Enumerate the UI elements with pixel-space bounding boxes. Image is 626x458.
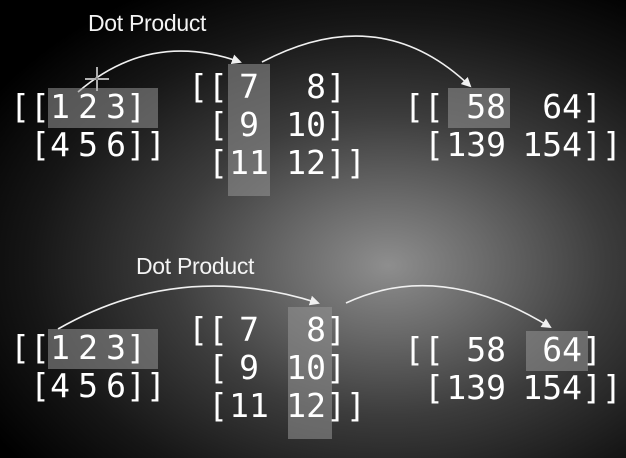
matrix-c-row-1: [[ 58 64 ] [404, 88, 622, 126]
bracket: [ [30, 125, 50, 164]
bracket: [[ [188, 310, 228, 349]
matrix-c-cell: 58 [466, 330, 506, 369]
bracket: [ [208, 348, 228, 387]
bracket: ] [326, 348, 346, 387]
bracket: [ [208, 386, 228, 425]
bracket: ]] [126, 366, 166, 405]
matrix-b-cell: 12 [286, 143, 326, 182]
matrix-b-row-2: [ 9 10 ] [188, 106, 366, 144]
matrix-a-cell: 1 [50, 87, 70, 126]
matrix-a-cell: 1 [50, 328, 70, 367]
matrix-c-row-1: [[ 58 64 ] [404, 331, 622, 369]
matrix-c-cell: 58 [466, 87, 506, 126]
bracket: [ [208, 105, 228, 144]
matrix-b-cell: 7 [239, 67, 259, 106]
matrix-a-cell: 6 [106, 366, 126, 405]
matrix-b-row-3: [ 11 12 ]] [188, 387, 366, 425]
matrix-c-cell: 154 [522, 125, 582, 164]
arrow-b-to-c [345, 284, 552, 329]
matrix-b-cell: 8 [306, 67, 326, 106]
dot-product-title: Dot Product [88, 10, 207, 36]
bracket: ] [126, 328, 146, 367]
matrix-c-row-2: [ 139 154 ]] [404, 126, 622, 164]
bracket: [[ [404, 87, 444, 126]
matrix-b-cell: 7 [239, 310, 259, 349]
matrix-b-cell: 8 [306, 310, 326, 349]
matrix-a-cell: 2 [78, 328, 98, 367]
bracket: ] [582, 87, 602, 126]
matrix-a-row-2: [ 4 5 6 ]] [10, 367, 166, 405]
bracket: ]] [582, 125, 622, 164]
matrix-a-row-1: [[ 1 2 3 ] [10, 88, 166, 126]
dot-product-title: Dot Product [136, 253, 255, 279]
matrix-b: [[ 7 8 ] [ 9 10 ] [ 11 12 ]] [188, 311, 366, 425]
bracket: [ [30, 366, 50, 405]
bracket: [ [424, 125, 444, 164]
matrix-a-row-2: [ 4 5 6 ]] [10, 126, 166, 164]
matrix-a-row-1: [[ 1 2 3 ] [10, 329, 166, 367]
matrix-b-row-1: [[ 7 8 ] [188, 68, 366, 106]
matrix-a: [[ 1 2 3 ] [ 4 5 6 ]] [10, 88, 166, 164]
crosshair-cursor-icon [85, 67, 109, 91]
bracket: ]] [326, 143, 366, 182]
matrix-c: [[ 58 64 ] [ 139 154 ]] [404, 88, 622, 164]
top-panel: Dot Product [[ 1 2 3 ] [ 4 5 6 ]] [10, 10, 622, 196]
matrix-b: [[ 7 8 ] [ 9 10 ] [ 11 12 ]] [188, 68, 366, 182]
bracket: [ [208, 143, 228, 182]
matrix-a-cell: 3 [106, 328, 126, 367]
matrix-c-cell: 64 [542, 87, 582, 126]
matrix-a: [[ 1 2 3 ] [ 4 5 6 ]] [10, 329, 166, 405]
matrix-a-cell: 5 [78, 125, 98, 164]
matrix-c-cell: 154 [522, 368, 582, 407]
matrix-a-cell: 4 [50, 125, 70, 164]
matrix-a-cell: 4 [50, 366, 70, 405]
matrix-a-cell: 3 [106, 87, 126, 126]
matrix-c-cell: 64 [542, 330, 582, 369]
matrix-b-cell: 10 [286, 105, 326, 144]
bracket: ] [326, 105, 346, 144]
matrix-c-row-2: [ 139 154 ]] [404, 369, 622, 407]
bracket: [[ [188, 67, 228, 106]
bracket: ]] [126, 125, 166, 164]
matrix-b-cell: 9 [239, 105, 259, 144]
matrix-b-row-1: [[ 7 8 ] [188, 311, 366, 349]
bracket: ]] [582, 368, 622, 407]
matrix-a-cell: 5 [78, 366, 98, 405]
bracket: ] [126, 87, 146, 126]
bracket: [ [424, 368, 444, 407]
matrix-c-cell: 139 [446, 125, 506, 164]
matrix-b-cell: 9 [239, 348, 259, 387]
bracket: [[ [10, 328, 50, 367]
matrix-a-cell: 2 [78, 87, 98, 126]
bracket: [[ [10, 87, 50, 126]
matrix-a-cell: 6 [106, 125, 126, 164]
bracket: ] [326, 310, 346, 349]
matrix-b-cell: 12 [286, 386, 326, 425]
matrix-b-row-3: [ 11 12 ]] [188, 144, 366, 182]
matrix-b-cell: 11 [229, 386, 269, 425]
matrix-c-cell: 139 [446, 368, 506, 407]
bottom-panel: Dot Product [[ 1 2 3 ] [ 4 5 6 ]] [[ 7 [0, 229, 626, 458]
bracket: ] [582, 330, 602, 369]
matrix-b-cell: 11 [229, 143, 269, 182]
bracket: [[ [404, 330, 444, 369]
matrix-c: [[ 58 64 ] [ 139 154 ]] [404, 331, 622, 407]
matrix-b-cell: 10 [286, 348, 326, 387]
bracket: ]] [326, 386, 366, 425]
bracket: ] [326, 67, 346, 106]
matrix-b-row-2: [ 9 10 ] [188, 349, 366, 387]
